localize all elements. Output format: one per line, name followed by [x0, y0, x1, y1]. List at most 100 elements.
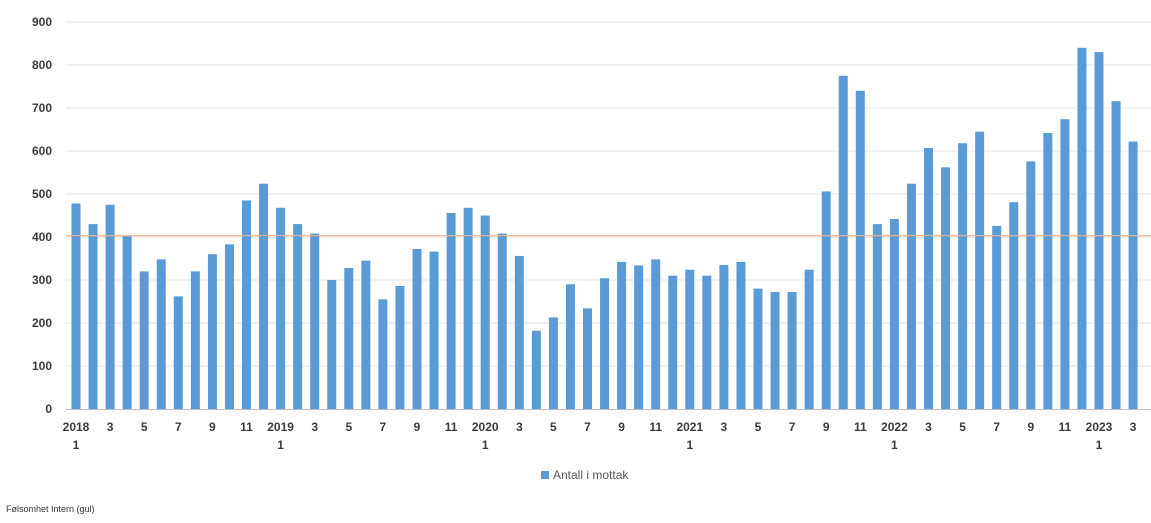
x-tick-label: 9	[414, 420, 421, 434]
bar	[702, 275, 712, 409]
bar	[1077, 47, 1087, 410]
x-tick-year-month: 1	[1096, 438, 1103, 452]
x-tick-label: 2022	[881, 420, 908, 434]
x-tick-label: 5	[755, 420, 762, 434]
x-tick-label: 7	[584, 420, 591, 434]
x-tick-label: 2020	[472, 420, 499, 434]
bar	[906, 183, 916, 409]
x-tick-label: 7	[380, 420, 387, 434]
bar	[412, 249, 422, 409]
bar	[190, 271, 200, 409]
x-tick-label: 9	[618, 420, 625, 434]
bar	[310, 233, 320, 409]
x-tick-year-month: 1	[482, 438, 489, 452]
bar	[941, 167, 951, 409]
bar	[344, 267, 354, 409]
y-tick-label: 200	[32, 316, 52, 330]
bar	[531, 330, 541, 409]
x-tick-year-month: 1	[891, 438, 898, 452]
x-tick-label: 3	[107, 420, 114, 434]
x-tick-label: 11	[240, 420, 253, 434]
bar	[156, 259, 166, 409]
bar	[736, 261, 746, 409]
bar	[259, 183, 269, 409]
x-tick-label: 3	[925, 420, 932, 434]
bar	[924, 147, 933, 410]
x-tick-year-month: 1	[686, 438, 693, 452]
bar	[514, 255, 524, 409]
x-tick-label: 11	[649, 420, 662, 434]
legend: Antall i mottak	[541, 468, 629, 482]
legend-swatch	[541, 471, 549, 479]
bar	[821, 191, 831, 409]
bar	[600, 278, 610, 409]
x-tick-label: 5	[345, 420, 352, 434]
y-tick-label: 600	[32, 144, 52, 158]
bar-series	[71, 47, 1138, 410]
bar	[889, 218, 899, 409]
bar	[463, 207, 473, 409]
bar	[975, 131, 985, 409]
bar	[583, 308, 592, 409]
y-tick-label: 800	[32, 58, 52, 72]
x-tick-label: 3	[311, 420, 318, 434]
bar	[804, 269, 814, 409]
legend-label: Antall i mottak	[553, 468, 629, 482]
y-tick-label: 0	[45, 402, 52, 416]
y-axis-ticks: 0 100 200 300 400 500 600 700 800 900	[32, 15, 52, 416]
bar	[634, 265, 644, 409]
x-tick-label: 2018	[63, 420, 90, 434]
bar	[242, 200, 251, 409]
bar	[1009, 202, 1019, 409]
bar	[1060, 119, 1070, 410]
x-tick-label: 11	[854, 420, 867, 434]
x-tick-label: 2023	[1086, 420, 1113, 434]
bar	[753, 288, 763, 409]
x-tick-label: 9	[1027, 420, 1034, 434]
bar	[992, 225, 1002, 409]
x-tick-label: 5	[959, 420, 966, 434]
x-tick-label: 3	[721, 420, 728, 434]
bar	[958, 143, 968, 409]
y-tick-label: 100	[32, 359, 52, 373]
x-tick-year-month: 1	[73, 438, 80, 452]
bar	[480, 215, 490, 409]
bar	[548, 317, 558, 409]
bar	[719, 264, 729, 409]
bar	[497, 233, 507, 409]
y-tick-label: 400	[32, 230, 52, 244]
x-tick-label: 2021	[676, 420, 703, 434]
bar	[173, 296, 183, 409]
bar	[224, 244, 234, 409]
x-tick-label: 9	[823, 420, 830, 434]
bar	[838, 75, 848, 409]
bar	[1026, 161, 1036, 409]
bar	[1043, 132, 1053, 409]
bar	[872, 224, 882, 409]
bar	[207, 254, 217, 409]
bar	[770, 292, 780, 409]
bar	[71, 203, 81, 409]
bar	[361, 260, 371, 409]
x-tick-label: 3	[516, 420, 523, 434]
bar	[327, 280, 337, 409]
bar	[446, 212, 456, 409]
bar	[429, 251, 439, 409]
sensitivity-footer: Følsomhet Intern (gul)	[6, 504, 95, 514]
x-tick-label: 7	[789, 420, 796, 434]
bar	[787, 292, 797, 409]
bar	[651, 259, 661, 409]
bar	[139, 271, 149, 409]
y-tick-label: 500	[32, 187, 52, 201]
bar	[1094, 52, 1104, 409]
bar	[855, 90, 865, 410]
bar	[685, 269, 695, 409]
bar	[293, 224, 303, 409]
x-tick-label: 3	[1130, 420, 1137, 434]
bar	[617, 261, 627, 409]
bar	[1111, 101, 1121, 410]
bar	[122, 236, 132, 409]
x-tick-year-month: 1	[277, 438, 284, 452]
bar	[565, 284, 575, 409]
